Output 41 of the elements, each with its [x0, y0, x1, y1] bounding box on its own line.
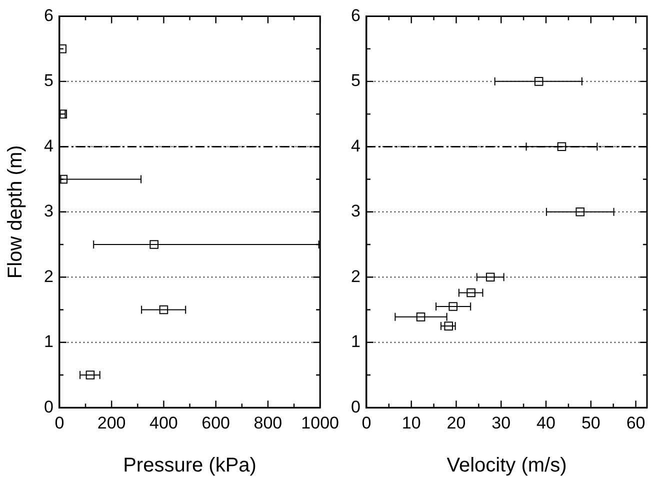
y-tick-label: 6 — [44, 6, 54, 25]
x-tick-label: 10 — [402, 413, 421, 432]
point — [534, 77, 544, 86]
y-tick-label: 2 — [350, 266, 360, 286]
x-tick-label: 20 — [446, 413, 466, 432]
y-tick-label: 3 — [350, 202, 360, 221]
y-tick-label: 0 — [350, 397, 360, 416]
x-tick-label: 50 — [581, 413, 600, 432]
y-tick-label: 0 — [44, 397, 54, 416]
y-tick-label: 1 — [44, 332, 54, 352]
y-tick-label: 4 — [350, 136, 360, 156]
y-tick-label: 5 — [350, 71, 360, 90]
x-tick-label: 60 — [626, 413, 646, 432]
point — [86, 370, 95, 380]
y-tick-label: 4 — [44, 136, 54, 156]
x-tick-label: 40 — [536, 413, 556, 432]
point — [448, 302, 458, 311]
point — [59, 174, 68, 184]
point — [444, 322, 453, 330]
x-axis-title: Velocity (m/s) — [446, 454, 567, 477]
x-tick-label: 1000 — [301, 413, 340, 432]
point — [466, 288, 476, 298]
y-tick-label: 5 — [44, 71, 54, 90]
point — [557, 142, 566, 152]
y-axis-title: Flow depth (m) — [4, 145, 27, 279]
point — [59, 44, 66, 54]
y-tick-label: 1 — [350, 332, 360, 352]
point — [150, 240, 158, 249]
y-tick-label: 2 — [44, 266, 54, 286]
point — [416, 312, 426, 322]
x-tick-label: 30 — [492, 413, 511, 432]
y-tick-label: 3 — [44, 202, 54, 221]
x-tick-label: 400 — [150, 413, 178, 432]
x-axis-title: Pressure (kPa) — [123, 454, 256, 477]
point — [486, 272, 495, 282]
point — [159, 305, 168, 314]
y-tick-label: 6 — [350, 6, 360, 25]
point — [576, 208, 585, 216]
x-tick-label: 200 — [97, 413, 126, 432]
x-tick-label: 800 — [254, 413, 282, 432]
x-tick-label: 600 — [202, 413, 230, 432]
